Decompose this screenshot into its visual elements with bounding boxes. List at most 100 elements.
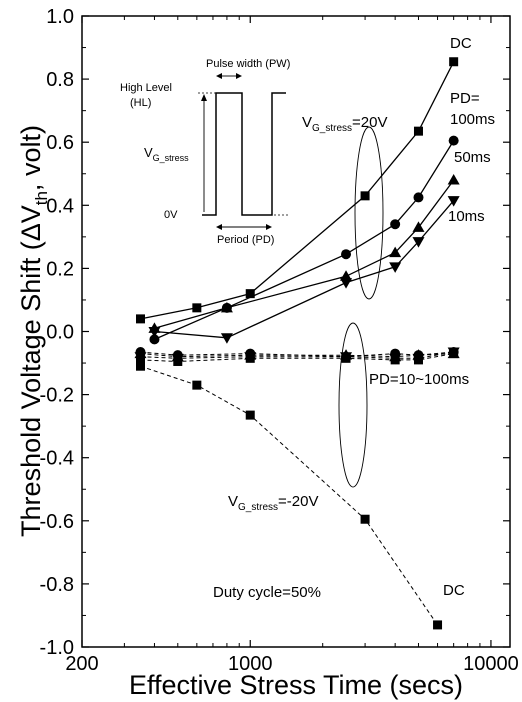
series-positive-triangle-down	[148, 196, 460, 344]
square-marker	[360, 191, 370, 201]
x-tick-labels: 200 1000 10000	[65, 653, 518, 675]
x-tick-label: 1000	[228, 653, 273, 675]
triangle-down-marker	[148, 327, 161, 338]
y-tick-label: 0.6	[46, 132, 74, 154]
y-tick-label: -0.8	[40, 574, 74, 596]
y-tick-label: 0.8	[46, 69, 74, 91]
label-dc-bottom: DC	[443, 582, 465, 599]
square-marker	[390, 355, 400, 365]
inset-hl: (HL)	[130, 97, 151, 109]
inset-vg-sub: G_stress	[153, 153, 190, 163]
series-negative-square	[135, 361, 443, 630]
series-line	[140, 61, 455, 320]
vg-arrow-head	[201, 94, 207, 101]
label-vg-negative-sub: G_stress	[238, 502, 278, 513]
triangle-up-marker	[412, 221, 425, 232]
triangle-down-marker	[220, 333, 233, 344]
triangle-up-marker	[447, 174, 460, 185]
y-tick-label: -1.0	[40, 637, 74, 659]
square-marker	[245, 289, 255, 299]
y-tick-label: -0.4	[40, 448, 74, 470]
pulse-waveform	[202, 92, 286, 216]
pd-arrow-right	[266, 224, 272, 230]
label-pd-100: 100ms	[450, 111, 495, 128]
square-marker	[360, 514, 370, 524]
inset-zero-v: 0V	[164, 209, 178, 221]
square-marker	[135, 355, 145, 365]
square-marker	[449, 349, 459, 359]
inset-vg: VG_stress	[144, 145, 189, 163]
label-vg-negative-main: V	[228, 493, 238, 510]
circle-marker	[448, 135, 459, 146]
y-tick-label: -0.2	[40, 385, 74, 407]
positive-group-ellipse	[354, 126, 384, 300]
y-axis-title-tail: , volt)	[16, 125, 46, 191]
label-vg-negative-tail: =-20V	[278, 493, 318, 510]
label-duty-cycle: Duty cycle=50%	[213, 584, 321, 601]
square-marker	[173, 356, 183, 366]
square-marker	[135, 361, 145, 371]
series-line	[154, 200, 455, 339]
pw-arrow-left	[216, 73, 222, 79]
circle-marker	[413, 192, 424, 203]
circle-marker	[149, 334, 160, 345]
inset-vg-main: V	[144, 145, 153, 160]
triangle-up-marker	[220, 301, 233, 313]
label-pd-50: 50ms	[454, 149, 491, 166]
y-tick-label: 0.2	[46, 258, 74, 280]
y-tick-label: 0.4	[46, 195, 74, 217]
y-tick-label: 0.0	[46, 322, 74, 344]
inset-pulse-width: Pulse width (PW)	[206, 58, 290, 70]
series-positive-square	[135, 57, 459, 324]
label-pd-eq: PD=	[450, 90, 480, 107]
square-marker	[135, 314, 145, 324]
square-marker	[192, 380, 202, 390]
label-vg-positive-main: V	[302, 114, 312, 131]
inset-high-level: High Level	[120, 82, 172, 94]
series-positive-circle	[149, 135, 459, 345]
plot-frame	[81, 15, 511, 648]
label-vg-negative: VG_stress=-20V	[228, 493, 318, 513]
triangle-down-marker	[412, 237, 425, 248]
x-tick-label: 10000	[463, 653, 519, 675]
inset-period: Period (PD)	[217, 234, 274, 246]
square-marker	[413, 355, 423, 365]
negative-group-ellipse	[338, 322, 368, 488]
series-negative-square	[135, 349, 459, 366]
label-vg-positive-sub: G_stress	[312, 123, 352, 134]
pulse-inset: Pulse width (PW) High Level (HL) VG_stre…	[120, 58, 290, 246]
label-vg-positive: VG_stress=20V	[302, 114, 387, 134]
square-marker	[245, 353, 255, 363]
triangle-down-marker	[340, 278, 353, 289]
y-axis-title-main: Threshold Voltage Shift (ΔV	[16, 205, 46, 537]
pd-arrow-left	[216, 224, 222, 230]
y-tick-label: -0.6	[40, 511, 74, 533]
triangle-up-marker	[389, 246, 402, 258]
label-pd-10: 10ms	[448, 208, 485, 225]
triangle-down-marker	[447, 196, 460, 207]
x-axis-title: Effective Stress Time (secs)	[129, 670, 463, 700]
label-vg-positive-tail: =20V	[352, 114, 387, 131]
series-negative-triangle-down	[134, 347, 460, 365]
label-pd-range: PD=10~100ms	[369, 371, 469, 388]
y-tick-labels: 1.0 0.8 0.6 0.4 0.2 0.0 -0.2 -0.4 -0.6 -0.8 -1.0	[40, 6, 74, 659]
series-line	[154, 179, 455, 329]
x-tick-label: 200	[65, 653, 98, 675]
series-layer	[134, 57, 460, 630]
square-marker	[245, 410, 255, 420]
y-axis-title: Threshold Voltage Shift (ΔVth, volt)	[16, 125, 51, 537]
triangle-down-marker	[389, 262, 402, 273]
y-tick-label: 1.0	[46, 6, 74, 28]
label-dc-top: DC	[450, 35, 472, 52]
square-marker	[413, 126, 423, 136]
square-marker	[433, 620, 443, 630]
square-marker	[341, 353, 351, 363]
y-axis-title-sub: th	[32, 191, 51, 205]
pw-arrow-right	[236, 73, 242, 79]
circle-marker	[390, 219, 401, 230]
series-line	[154, 140, 455, 340]
square-marker	[449, 57, 459, 67]
square-marker	[192, 303, 202, 313]
circle-marker	[341, 249, 352, 260]
